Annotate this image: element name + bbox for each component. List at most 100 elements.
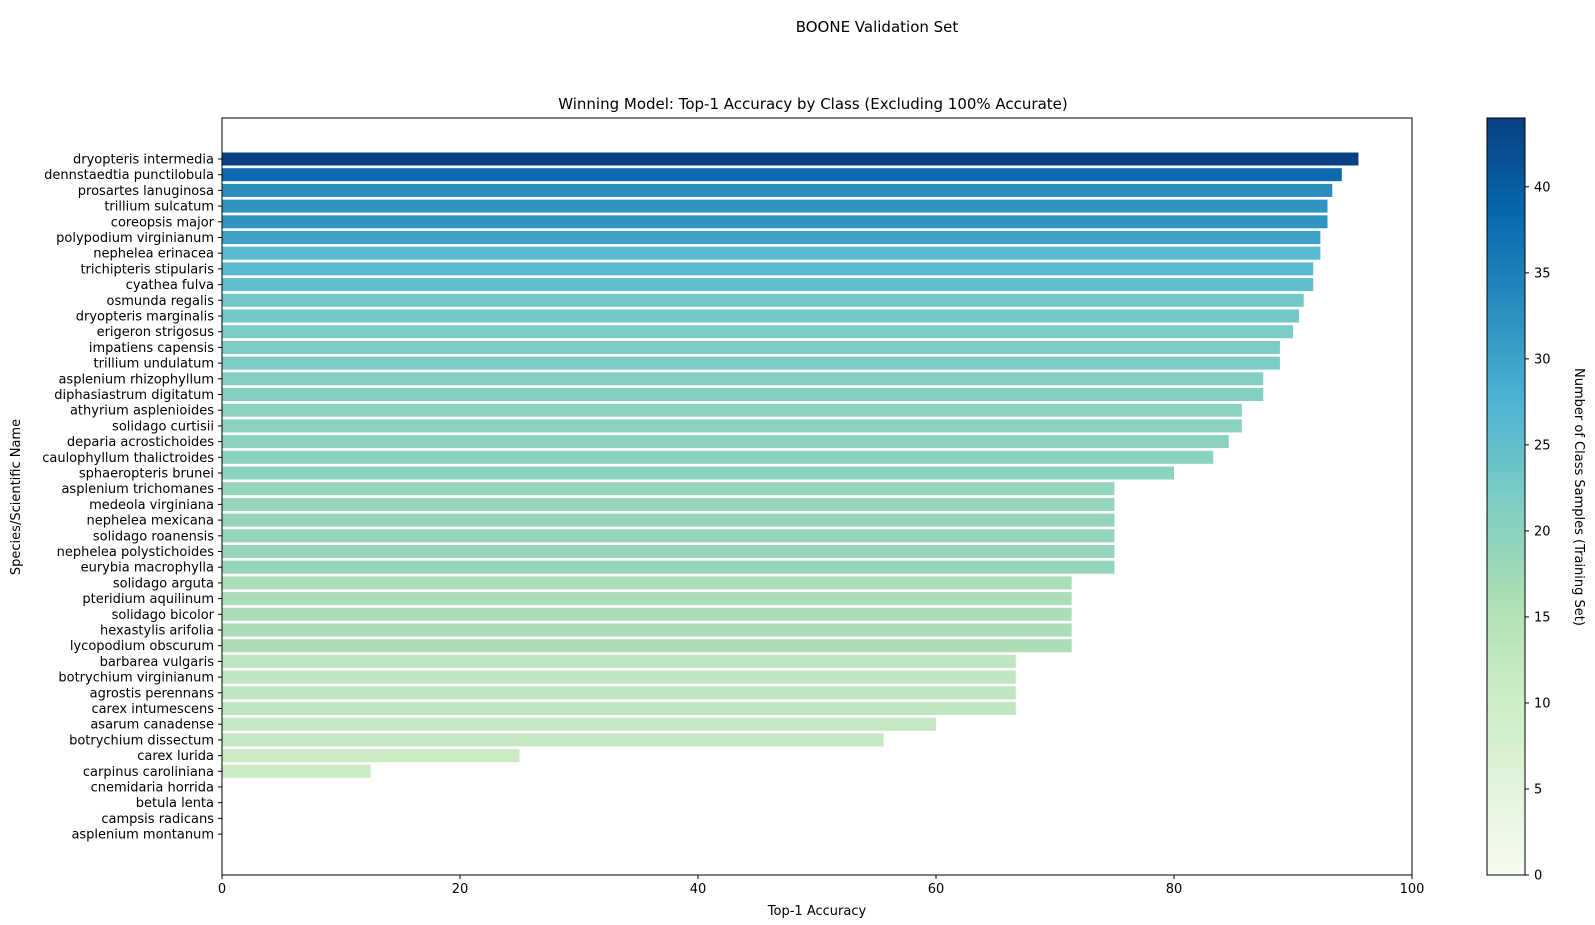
- y-tick-label: botrychium virginianum: [58, 671, 214, 686]
- y-tick-label: eurybia macrophylla: [81, 561, 214, 576]
- colorbar-tick-label: 20: [1534, 524, 1551, 539]
- bar: [222, 702, 1016, 715]
- bar: [222, 576, 1072, 590]
- bar: [222, 450, 1214, 464]
- y-tick-label: sphaeropteris brunei: [79, 467, 214, 482]
- x-tick-label: 40: [690, 882, 707, 897]
- y-tick-label: trillium sulcatum: [104, 200, 214, 215]
- plot-frame: [221, 117, 1413, 876]
- bar: [222, 262, 1314, 276]
- bar: [222, 278, 1314, 292]
- y-tick-label: prosartes lanuginosa: [78, 184, 214, 199]
- colorbar-tick-label: 0: [1534, 869, 1542, 884]
- y-tick-label: cnemidaria horrida: [91, 781, 214, 796]
- colorbar-tick-label: 5: [1534, 782, 1542, 797]
- bar: [222, 466, 1174, 480]
- y-tick-label: trillium undulatum: [94, 357, 214, 372]
- x-tick-label: 20: [452, 882, 469, 897]
- y-tick-label: solidago roanensis: [93, 529, 214, 544]
- y-tick-label: osmunda regalis: [107, 294, 215, 309]
- bar: [222, 560, 1115, 574]
- y-tick-label: pteridium aquilinum: [82, 592, 214, 607]
- y-tick-label: deparia acrostichoides: [67, 435, 214, 450]
- bar: [222, 325, 1293, 339]
- y-tick-label: asplenium montanum: [71, 828, 214, 843]
- bar: [222, 246, 1321, 260]
- bar: [222, 340, 1280, 354]
- chart-title: Winning Model: Top-1 Accuracy by Class (…: [558, 95, 1068, 113]
- y-tick-label: carex intumescens: [91, 702, 214, 717]
- bar: [222, 356, 1280, 370]
- y-tick-label: botrychium dissectum: [69, 733, 214, 748]
- y-tick-label: asplenium rhizophyllum: [58, 372, 214, 387]
- bar: [222, 168, 1342, 182]
- x-tick-label: 0: [218, 882, 226, 897]
- colorbar-tick-label: 15: [1534, 610, 1551, 625]
- y-tick-label: athyrium asplenioides: [70, 404, 214, 419]
- bar: [222, 388, 1264, 401]
- y-tick-label: erigeron strigosus: [97, 325, 215, 340]
- bar: [222, 654, 1016, 668]
- bar: [222, 403, 1242, 417]
- y-tick-label: nephelea polystichoides: [57, 545, 215, 560]
- colorbar-tick-label: 35: [1534, 266, 1551, 281]
- bar: [222, 199, 1328, 213]
- y-tick-label: polypodium virginianum: [56, 231, 214, 246]
- x-tick-label: 60: [928, 882, 945, 897]
- bar: [222, 293, 1304, 307]
- colorbar-tick-label: 10: [1534, 696, 1551, 711]
- y-tick-label: solidago bicolor: [112, 608, 215, 623]
- y-tick-label: nephelea mexicana: [87, 514, 215, 529]
- colorbar-label: Number of Class Samples (Training Set): [1571, 368, 1586, 626]
- bars: [222, 152, 1359, 778]
- y-tick-label: cyathea fulva: [126, 278, 214, 293]
- y-tick-label: barbarea vulgaris: [100, 655, 215, 670]
- bar: [222, 497, 1115, 511]
- y-tick-label: carpinus caroliniana: [83, 765, 214, 780]
- y-tick-label: asplenium trichomanes: [61, 482, 214, 497]
- x-axis-label: Top-1 Accuracy: [767, 904, 867, 919]
- bar: [222, 183, 1333, 197]
- bar: [222, 231, 1321, 244]
- bar: [222, 749, 520, 763]
- x-tick-label: 80: [1166, 882, 1183, 897]
- bar: [222, 670, 1016, 684]
- y-tick-label: nephelea erinacea: [93, 247, 214, 262]
- bar: [222, 592, 1072, 606]
- bar: [222, 733, 884, 747]
- bar: [222, 639, 1072, 653]
- x-tick-label: 100: [1400, 882, 1425, 897]
- y-tick-label: solidago arguta: [113, 576, 214, 591]
- y-tick-label: asarum canadense: [90, 718, 214, 733]
- bar: [222, 215, 1328, 229]
- y-tick-label: betula lenta: [136, 796, 214, 811]
- y-tick-label: hexastylis arifolia: [100, 624, 214, 639]
- colorbar-tick-label: 40: [1534, 180, 1551, 195]
- y-tick-label: campsis radicans: [101, 812, 214, 827]
- x-axis: 0 20 40 60 80 100: [218, 875, 1425, 897]
- bar: [222, 607, 1072, 621]
- bar: [222, 623, 1072, 637]
- y-tick-label: diphasiastrum digitatum: [54, 388, 214, 403]
- y-tick-label: medeola virginiana: [89, 498, 214, 513]
- bar: [222, 545, 1115, 558]
- y-tick-label: caulophyllum thalictroides: [42, 451, 214, 466]
- y-axis-label: Species/Scientific Name: [9, 419, 24, 575]
- bar: [222, 435, 1229, 449]
- bar: [222, 152, 1359, 166]
- y-tick-label: dennstaedtia punctilobula: [44, 168, 214, 183]
- y-tick-label: impatiens capensis: [89, 341, 214, 356]
- colorbar-tick-label: 30: [1534, 352, 1551, 367]
- bar: [222, 513, 1115, 527]
- bar: [222, 686, 1016, 700]
- bar: [222, 717, 936, 731]
- colorbar-ticks: 0 5 10 15 20 25 30 35 40: [1525, 180, 1551, 884]
- colorbar: [1486, 117, 1526, 876]
- y-tick-label: coreopsis major: [111, 215, 215, 230]
- bar: [222, 419, 1242, 433]
- y-tick-label: solidago curtisii: [112, 419, 214, 434]
- bar: [222, 764, 371, 778]
- figure-suptitle: BOONE Validation Set: [796, 18, 959, 36]
